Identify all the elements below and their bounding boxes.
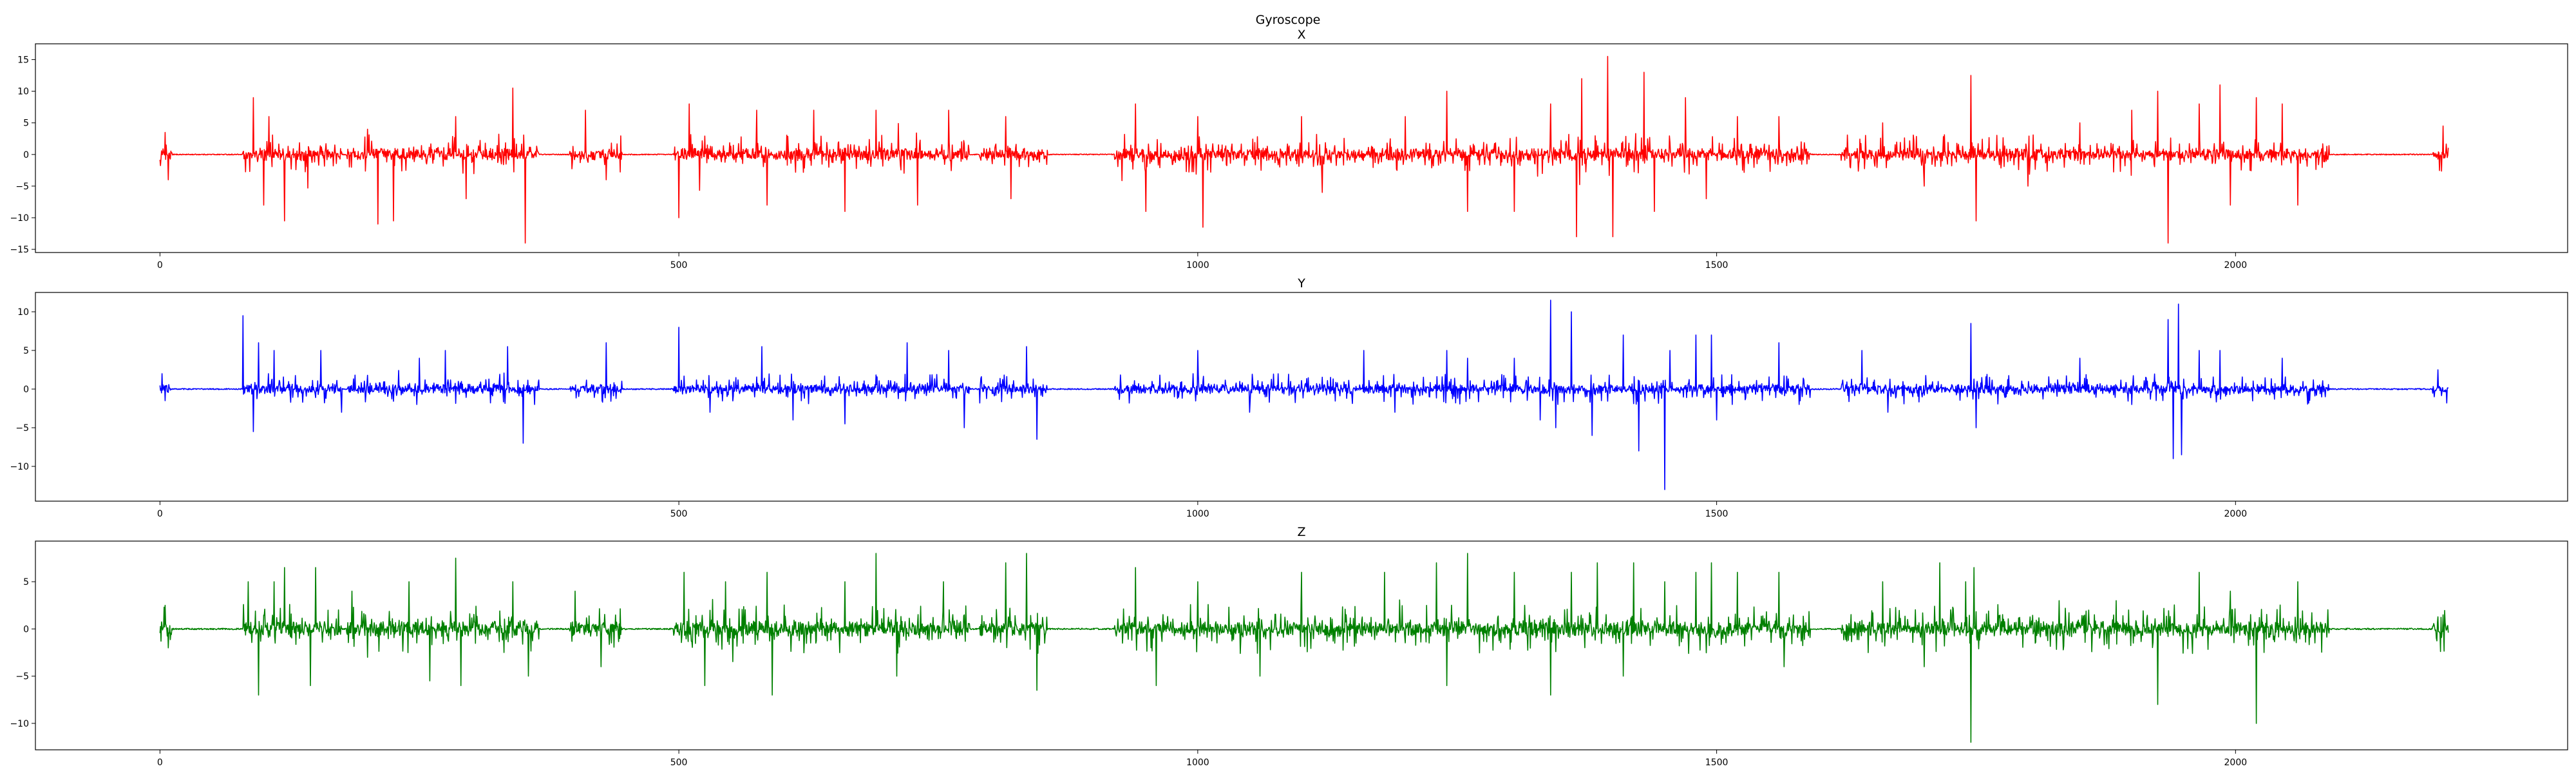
subplot-title: Z — [1297, 525, 1305, 539]
y-tick-label: 0 — [23, 150, 29, 160]
y-tick-label: −5 — [15, 182, 29, 192]
y-tick-label: 0 — [23, 624, 29, 635]
y-tick-label: 10 — [17, 307, 29, 318]
x-tick-label: 0 — [157, 758, 163, 768]
y-tick-label: 5 — [23, 577, 29, 587]
axes-frame — [35, 292, 2568, 502]
x-tick-label: 1500 — [1705, 260, 1728, 271]
x-tick-label: 1000 — [1186, 509, 1209, 519]
y-tick-label: 15 — [17, 55, 29, 66]
subplot-x: X 0 500 1000 1500 2000 −15 −10 −5 0 5 10 15 — [10, 28, 2568, 271]
y-tick-label: −10 — [10, 719, 29, 729]
series-line-z — [159, 553, 2449, 743]
x-tick-label: 1000 — [1186, 758, 1209, 768]
x-tick-label: 2000 — [2224, 260, 2248, 271]
x-tick-label: 1000 — [1186, 260, 1209, 271]
y-tick-label: 0 — [23, 385, 29, 395]
x-tick-label: 500 — [670, 758, 688, 768]
x-tick-label: 500 — [670, 509, 688, 519]
y-tick-label: −10 — [10, 462, 29, 472]
x-tick-label: 500 — [670, 260, 688, 271]
subplot-title: X — [1297, 28, 1305, 42]
subplot-title: Y — [1297, 276, 1305, 291]
y-tick-label: 5 — [23, 346, 29, 356]
y-tick-label: 5 — [23, 119, 29, 129]
subplot-y: Y 0 500 1000 1500 2000 −10 −5 0 5 10 — [10, 276, 2568, 519]
y-tick-label: −15 — [10, 245, 29, 255]
x-tick-label: 0 — [157, 509, 163, 519]
figure-title: Gyroscope — [1255, 13, 1321, 27]
x-tick-label: 2000 — [2224, 758, 2248, 768]
series-line-x — [159, 55, 2449, 244]
y-tick-label: 10 — [17, 87, 29, 97]
x-tick-label: 0 — [157, 260, 163, 271]
y-tick-label: −10 — [10, 213, 29, 224]
x-tick-label: 1500 — [1705, 758, 1728, 768]
x-tick-label: 2000 — [2224, 509, 2248, 519]
x-tick-label: 1500 — [1705, 509, 1728, 519]
axes-frame — [35, 43, 2568, 253]
subplot-z: Z 0 500 1000 1500 2000 −10 −5 0 5 — [10, 525, 2568, 768]
y-tick-label: −5 — [15, 423, 29, 434]
axes-frame — [35, 540, 2568, 750]
series-line-y — [159, 300, 2449, 490]
y-tick-label: −5 — [15, 672, 29, 682]
